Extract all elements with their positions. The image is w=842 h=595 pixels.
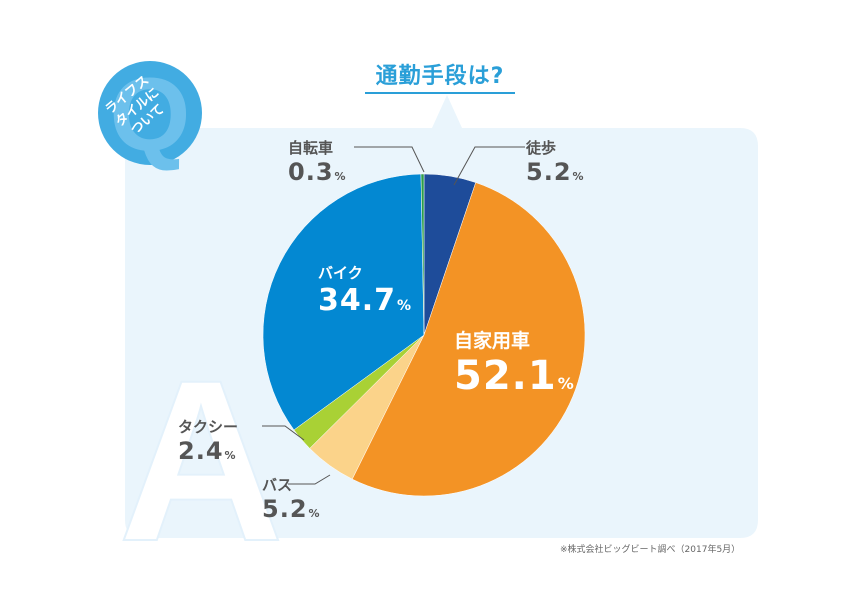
label-car: 自家用車 52.1% bbox=[454, 326, 574, 399]
label-taxi-unit: % bbox=[224, 449, 236, 462]
label-bus-name: バス bbox=[262, 476, 293, 494]
chart-title: 通勤手段は? bbox=[375, 64, 505, 89]
label-taxi-value: 2.4 bbox=[178, 437, 224, 465]
q-badge-letter: Q bbox=[110, 57, 191, 173]
label-motorbike-name: バイク bbox=[318, 264, 363, 282]
leader-line-taxi bbox=[262, 425, 305, 441]
q-badge bbox=[98, 61, 202, 165]
label-bus: バス 5.2% bbox=[262, 474, 320, 523]
leader-line-bicycle bbox=[354, 146, 425, 173]
pie-slice-bicycle bbox=[420, 173, 425, 336]
label-walking-unit: % bbox=[572, 170, 584, 183]
label-bicycle-name: 自転車 bbox=[288, 139, 334, 157]
label-motorbike: バイク 34.7% bbox=[318, 262, 411, 318]
label-car-value: 52.1 bbox=[454, 353, 557, 399]
label-walking: 徒歩 5.2% bbox=[526, 137, 584, 186]
label-bus-unit: % bbox=[308, 507, 320, 520]
label-bicycle-value: 0.3 bbox=[288, 158, 334, 186]
label-taxi: タクシー 2.4% bbox=[178, 416, 238, 465]
leader-lines bbox=[262, 146, 525, 485]
label-car-unit: % bbox=[557, 374, 574, 393]
label-taxi-name: タクシー bbox=[178, 418, 239, 436]
label-motorbike-unit: % bbox=[397, 298, 412, 314]
answer-letter: A bbox=[118, 332, 284, 589]
label-bicycle: 自転車 0.3% bbox=[288, 137, 346, 186]
pie-slice-motorbike bbox=[262, 173, 425, 431]
leader-line-walking bbox=[453, 146, 525, 186]
label-car-name: 自家用車 bbox=[454, 330, 531, 352]
leader-line-bus bbox=[288, 474, 331, 485]
label-walking-name: 徒歩 bbox=[526, 139, 557, 157]
source-note: ※株式会社ビッグビート調べ（2017年5月） bbox=[560, 545, 741, 555]
label-bus-value: 5.2 bbox=[262, 495, 308, 523]
label-bicycle-unit: % bbox=[334, 170, 346, 183]
title-underline bbox=[365, 92, 515, 94]
pie-chart bbox=[262, 173, 586, 497]
label-walking-value: 5.2 bbox=[526, 158, 572, 186]
label-motorbike-value: 34.7 bbox=[318, 283, 397, 318]
pie-slice-car bbox=[351, 182, 586, 497]
